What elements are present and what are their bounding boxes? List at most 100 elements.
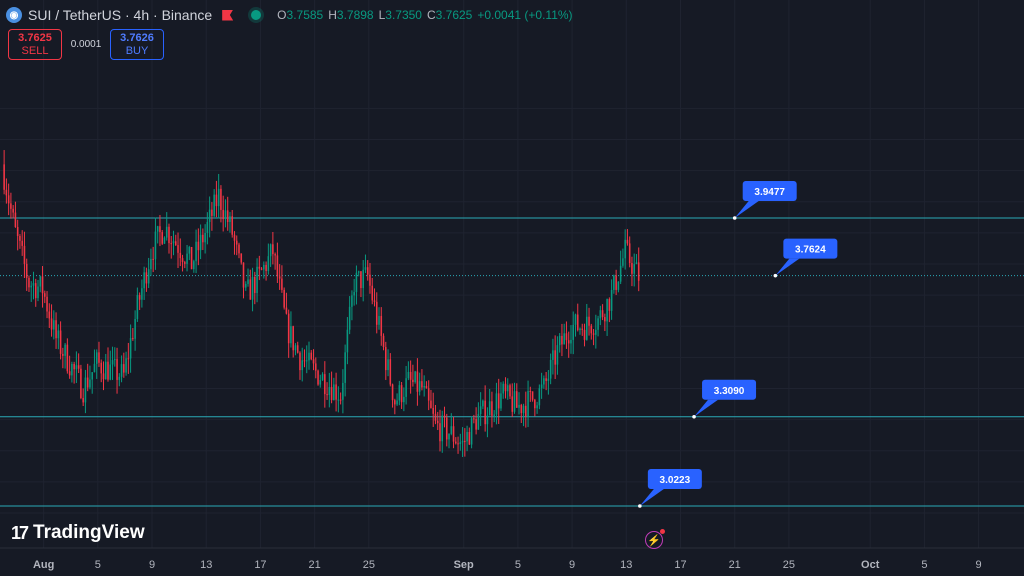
candle-body xyxy=(14,212,17,228)
candle-body xyxy=(409,371,412,380)
level-callout[interactable] xyxy=(647,469,702,489)
candle-body xyxy=(111,360,114,365)
sui-coin-icon[interactable]: ◉ xyxy=(6,7,22,23)
candle-body xyxy=(583,329,586,340)
flag-icon[interactable] xyxy=(222,9,234,21)
time-tick-label: 5 xyxy=(515,559,521,571)
candle-body xyxy=(439,423,441,442)
candle-body xyxy=(416,371,419,392)
time-tick-label: 5 xyxy=(921,559,927,571)
candle-body xyxy=(380,316,383,336)
candle-body xyxy=(211,209,213,216)
candle-body xyxy=(181,258,184,263)
candle-body xyxy=(12,208,14,213)
candle-body xyxy=(425,385,428,389)
candle-body xyxy=(195,241,197,262)
candle-body xyxy=(579,328,581,331)
candle-body xyxy=(141,288,143,300)
candle-body xyxy=(123,364,125,373)
candle-body xyxy=(39,276,42,287)
candle-body xyxy=(231,216,234,235)
candle-body xyxy=(509,385,511,397)
chart-grid xyxy=(0,0,1024,548)
level-callout[interactable] xyxy=(783,238,838,259)
candle-body xyxy=(479,406,482,415)
candle-body xyxy=(488,401,491,416)
candle-body xyxy=(536,405,538,409)
candle-body xyxy=(382,335,385,348)
candle-body xyxy=(391,384,394,401)
time-tick-label: 17 xyxy=(674,559,686,571)
candle-body xyxy=(552,350,554,360)
bolt-icon[interactable]: ⚡ xyxy=(645,529,665,549)
level-callout-label: 3.0223 xyxy=(660,475,691,486)
candle-body xyxy=(161,232,164,244)
candle-body xyxy=(290,326,292,344)
level-anchor-dot xyxy=(692,414,696,419)
candle-body xyxy=(414,371,416,383)
candle-body xyxy=(403,396,405,403)
candle-body xyxy=(55,320,57,339)
candle-body xyxy=(86,377,89,388)
level-callout[interactable] xyxy=(702,379,757,400)
candle-body xyxy=(522,405,525,414)
candle-body xyxy=(217,188,220,207)
high-value: 3.7898 xyxy=(336,8,374,22)
candle-body xyxy=(285,307,288,314)
candle-body xyxy=(461,441,464,443)
candle-body xyxy=(95,352,98,364)
candle-body xyxy=(486,415,489,425)
buy-button[interactable]: 3.7626 BUY xyxy=(110,29,164,60)
candle-body xyxy=(116,359,118,380)
candle-body xyxy=(165,226,168,238)
time-tick-label: 5 xyxy=(95,559,101,571)
candle-body xyxy=(193,261,195,270)
level-callout-pointer xyxy=(639,489,664,506)
level-callout[interactable] xyxy=(742,181,797,201)
candle-body xyxy=(556,345,559,365)
candle-body xyxy=(396,400,398,405)
candle-body xyxy=(113,359,116,361)
candle-body xyxy=(174,241,177,246)
tradingview-logo[interactable]: 17 TradingView xyxy=(11,522,145,544)
candle-body xyxy=(443,415,446,418)
candle-body xyxy=(64,344,66,356)
candle-body xyxy=(53,320,55,330)
candle-body xyxy=(75,365,78,370)
candle-body xyxy=(37,286,39,299)
sell-button[interactable]: 3.7625 SELL xyxy=(8,29,62,60)
candle-body xyxy=(80,368,82,399)
candle-body xyxy=(132,338,134,340)
symbol-title[interactable]: SUI / TetherUS · 4h · Binance xyxy=(28,7,213,23)
level-anchor-dot xyxy=(773,273,778,278)
candle-body xyxy=(626,239,629,244)
candle-body xyxy=(436,420,439,424)
candle-body xyxy=(272,244,274,255)
candle-body xyxy=(82,398,84,403)
candle-body xyxy=(19,235,21,241)
candle-body xyxy=(107,361,109,380)
candle-body xyxy=(538,388,541,406)
candle-body xyxy=(240,253,243,263)
candle-body xyxy=(57,330,60,339)
candle-body xyxy=(89,379,91,388)
candle-body xyxy=(50,318,53,330)
candle-body xyxy=(324,374,326,395)
candle-body xyxy=(190,247,193,270)
candle-body xyxy=(145,272,148,284)
candle-body xyxy=(317,370,319,385)
candle-body xyxy=(369,274,371,286)
candle-body xyxy=(222,209,224,220)
candle-body xyxy=(412,379,414,383)
candle-body xyxy=(147,269,150,284)
candle-body xyxy=(93,363,96,373)
candle-body xyxy=(610,289,613,311)
candle-body xyxy=(434,413,437,421)
time-tick-label: Aug xyxy=(33,559,54,571)
time-tick-label: 9 xyxy=(976,559,982,571)
candle-body xyxy=(547,378,550,381)
candle-body xyxy=(168,226,170,244)
candle-body xyxy=(624,239,626,259)
candle-body xyxy=(276,255,279,277)
